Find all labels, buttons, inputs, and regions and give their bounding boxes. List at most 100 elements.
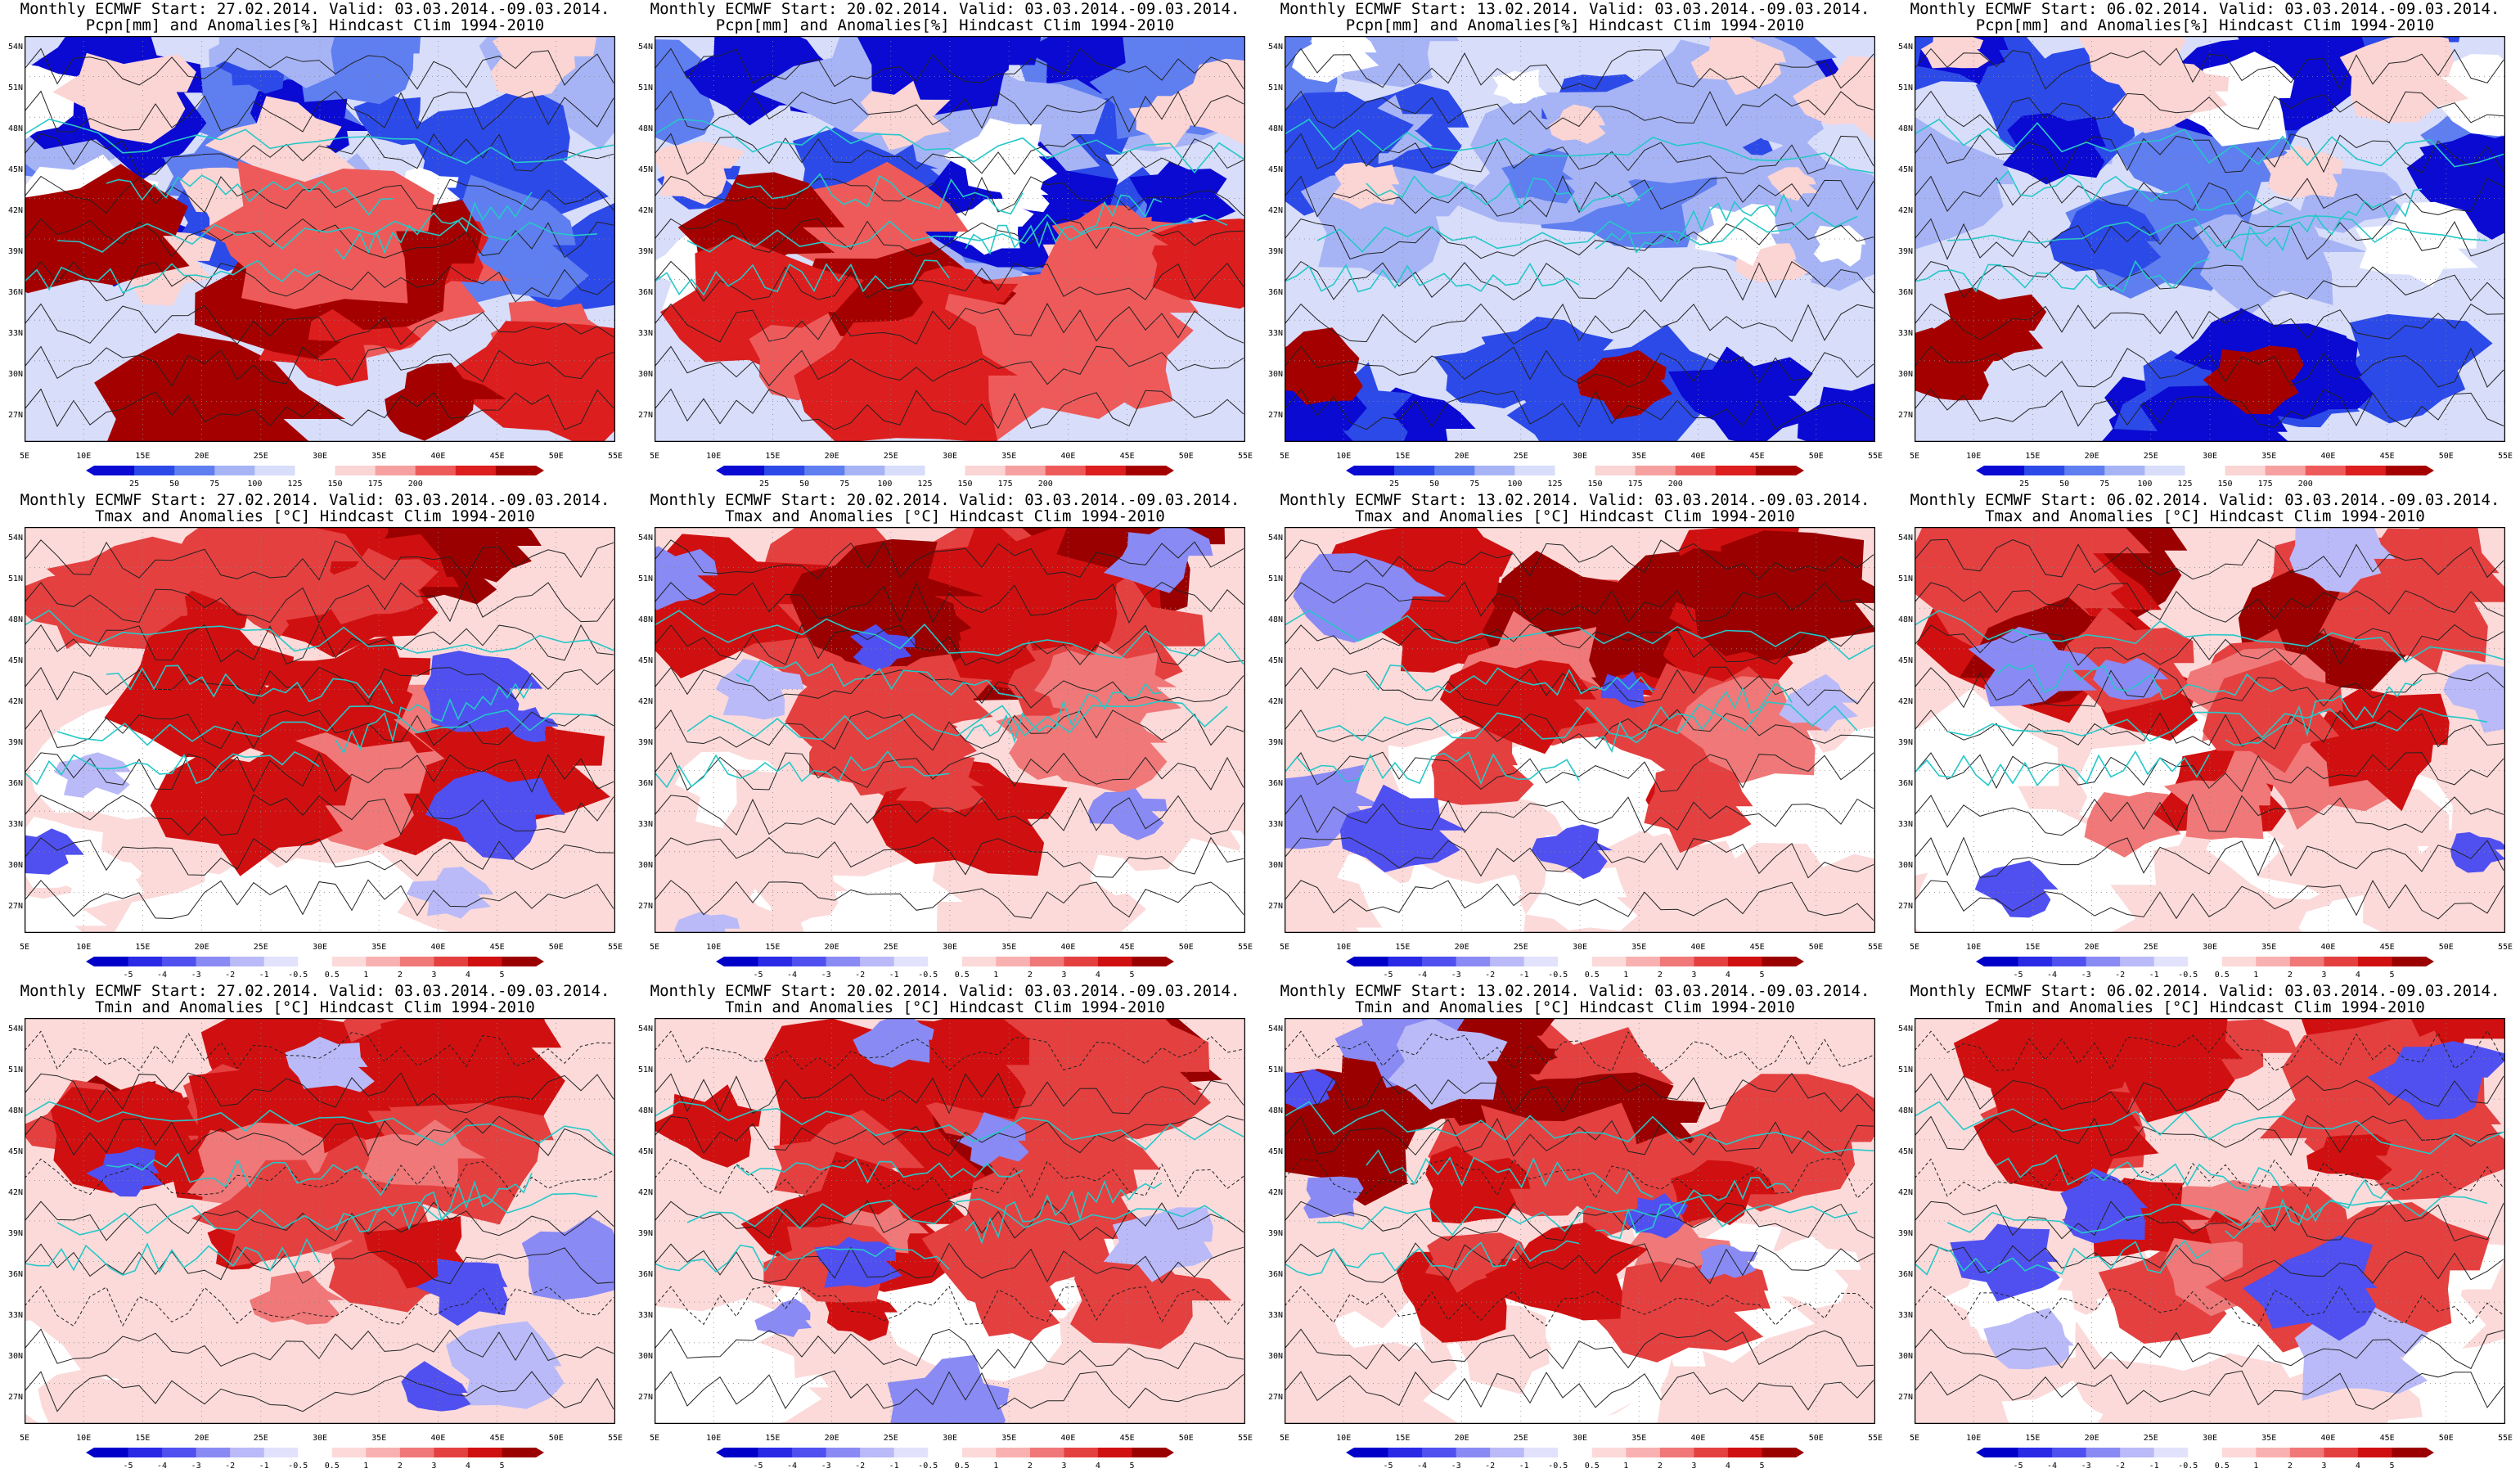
latitude-label: 39N [1897,1229,1913,1238]
isoline [1285,175,1874,218]
precip-neutral-area [1793,56,1875,142]
precip-negative-area [1915,116,2014,250]
latitude-label: 48N [7,1106,23,1115]
colorbar [716,1448,1174,1457]
colorbar-swatch [2144,466,2185,475]
colorbar-tick-label: 50 [799,480,810,489]
temp-warm-area [1953,1018,2153,1101]
latitude-label: 42N [637,1188,653,1197]
isoline [655,90,1244,133]
longitude-label: 35E [1001,1434,1017,1443]
coastline [736,1157,1024,1184]
isoline [1915,133,2504,174]
longitude-label: 35E [1631,1434,1647,1443]
latitude-label: 33N [637,820,653,829]
temp-cool-area [956,1112,1029,1168]
colorbar-swatch [2289,1448,2324,1457]
colorbar-tick-label: -1 [1519,1462,1529,1471]
precip-negative-area [455,110,566,177]
coastline [25,1237,320,1276]
colorbar [86,957,544,966]
longitude-label: 5E [1909,943,1920,952]
coastline [1285,1240,1580,1277]
colorbar-tick-label: 3 [1061,971,1067,980]
colorbar-swatch [1125,466,1167,475]
colorbar-swatch [1085,466,1127,475]
temp-cool-area [416,1258,508,1327]
longitude-label: 50E [1808,452,1824,461]
colorbar-tick-label: 5 [1129,1462,1135,1471]
colorbar-swatch [996,1448,1031,1457]
longitude-label: 25E [883,452,898,461]
temp-cool-area [2060,1168,2149,1244]
colorbar-swatch [230,957,265,966]
isoline [25,666,614,705]
colorbar-tick-label: -1 [889,971,899,980]
colorbar-tick-label: 3 [1061,1462,1067,1471]
latitude-label: 27N [7,902,23,911]
latitude-label: 39N [637,738,653,747]
longitude-label: 40E [1060,452,1076,461]
colorbar-swatch [764,466,805,475]
longitude-label: 50E [1178,452,1194,461]
longitude-label: 10E [706,452,722,461]
longitude-label: 10E [706,1434,722,1443]
temp-cool-area [853,1018,934,1068]
isoline [1915,793,2504,836]
isoline [1285,794,1874,834]
isoline [1915,1073,2504,1115]
colorbar-tick-label: -2 [2115,971,2126,980]
longitude-label: 35E [371,452,387,461]
longitude-label: 40E [430,1434,446,1443]
panel-title: Monthly ECMWF Start: 20.02.2014. Valid: … [650,0,1240,18]
longitude-label: 5E [649,452,660,461]
panel-subtitle: Tmin and Anomalies [°C] Hindcast Clim 19… [95,998,535,1016]
isoline [655,1200,1244,1241]
latitude-label: 51N [7,1065,23,1074]
temp-warm-area [895,756,986,813]
colorbar-swatch [502,1448,537,1457]
coastline [25,1101,614,1156]
colorbar [86,1448,544,1457]
colorbar-swatch [1591,1448,1627,1457]
latitude-label: 51N [1897,1065,1913,1074]
longitude-label: 35E [371,1434,387,1443]
colorbar-tick-label: -4 [2047,1462,2058,1471]
colorbar-tick-label: 4 [465,971,470,980]
colorbar-swatch [295,466,336,475]
colorbar [716,957,1174,966]
isoline [25,303,614,345]
coastline [655,750,950,789]
coastline [965,194,1163,255]
longitude-label: 5E [19,452,30,461]
latitude-label: 30N [637,861,653,870]
coastline [335,191,533,260]
longitude-label: 45E [2379,1434,2395,1443]
temp-cool-area [401,1361,471,1412]
precip-neutral-area [942,118,1058,195]
temp-cool-area [1779,673,1861,732]
colorbar-tick-label: 75 [209,480,220,489]
colorbar-swatch [1694,1448,1729,1457]
latitude-label: 39N [1267,738,1283,747]
longitude-label: 40E [1690,943,1706,952]
temp-warm-area [1485,1222,1649,1321]
colorbar-swatch [1558,957,1593,966]
map-panel-tmax-1: Monthly ECMWF Start: 27.02.2014. Valid: … [0,491,630,982]
colorbar-tick-label: -3 [2081,971,2091,980]
colorbar-tick-label: 175 [997,480,1013,489]
longitude-label: 35E [1001,452,1017,461]
colorbar-swatch [860,957,895,966]
colorbar-swatch [2305,466,2347,475]
colorbar-swatch [1132,957,1167,966]
colorbar-swatch [467,1448,502,1457]
longitude-label: 40E [2320,1434,2336,1443]
longitude-label: 40E [430,452,446,461]
temp-warm-area [2306,1133,2393,1181]
isoline [25,752,614,793]
longitude-label: 35E [1631,943,1647,952]
coastline [1996,662,2284,700]
colorbar-swatch [1659,1448,1694,1457]
latitude-label: 30N [1267,861,1283,870]
panel-title: Monthly ECMWF Start: 06.02.2014. Valid: … [1910,0,2500,18]
